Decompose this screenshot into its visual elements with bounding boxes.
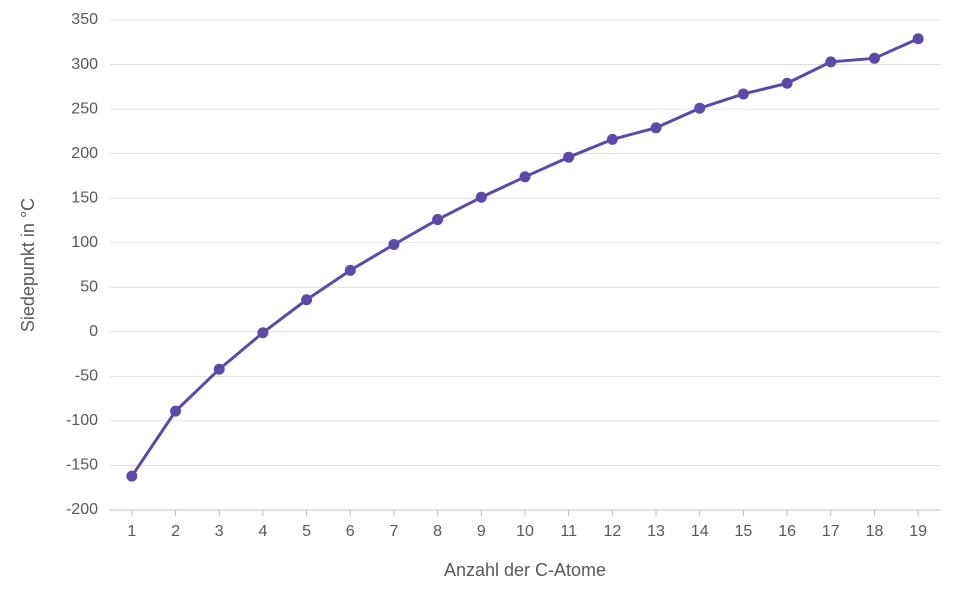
y-tick-label: 200 (71, 145, 98, 162)
y-tick-label: 250 (71, 100, 98, 117)
data-point (476, 192, 486, 202)
data-point (651, 123, 661, 133)
x-tick-label: 5 (302, 523, 311, 540)
data-point (258, 328, 268, 338)
x-tick-label: 14 (691, 523, 709, 540)
data-point (738, 89, 748, 99)
y-axis-label: Siedepunkt in °C (18, 198, 38, 332)
x-tick-label: 19 (909, 523, 927, 540)
x-tick-label: 3 (215, 523, 224, 540)
data-point (127, 471, 137, 481)
x-tick-label: 16 (778, 523, 796, 540)
y-tick-label: -200 (66, 501, 98, 518)
data-point (869, 53, 879, 63)
x-axis-label: Anzahl der C-Atome (444, 560, 606, 580)
x-tick-label: 6 (346, 523, 355, 540)
data-point (389, 240, 399, 250)
x-tick-label: 18 (866, 523, 884, 540)
y-tick-label: -100 (66, 412, 98, 429)
data-point (564, 152, 574, 162)
x-tick-label: 9 (477, 523, 486, 540)
x-tick-label: 11 (560, 523, 577, 540)
data-point (913, 34, 923, 44)
chart-container: -200-150-100-500501001502002503003501234… (0, 0, 960, 603)
y-tick-label: 50 (80, 278, 98, 295)
x-tick-label: 7 (389, 523, 398, 540)
data-point (520, 172, 530, 182)
y-tick-label: 350 (71, 11, 98, 28)
data-point (826, 57, 836, 67)
y-tick-label: 300 (71, 56, 98, 73)
boiling-point-line-chart: -200-150-100-500501001502002503003501234… (0, 0, 960, 603)
data-point (782, 78, 792, 88)
x-tick-label: 10 (516, 523, 534, 540)
data-point (695, 103, 705, 113)
data-point (607, 134, 617, 144)
y-tick-label: 150 (71, 189, 98, 206)
x-tick-label: 1 (127, 523, 136, 540)
chart-background (0, 0, 960, 603)
data-point (345, 265, 355, 275)
x-tick-label: 2 (171, 523, 180, 540)
x-tick-label: 12 (603, 523, 621, 540)
y-tick-label: -50 (75, 368, 98, 385)
x-tick-label: 15 (735, 523, 753, 540)
x-tick-label: 13 (647, 523, 665, 540)
x-tick-label: 4 (258, 523, 267, 540)
x-tick-label: 8 (433, 523, 442, 540)
data-point (302, 295, 312, 305)
y-tick-label: 100 (71, 234, 98, 251)
y-tick-label: -150 (66, 457, 98, 474)
x-tick-label: 17 (822, 523, 840, 540)
data-point (171, 406, 181, 416)
data-point (214, 364, 224, 374)
data-point (433, 215, 443, 225)
y-tick-label: 0 (89, 323, 98, 340)
